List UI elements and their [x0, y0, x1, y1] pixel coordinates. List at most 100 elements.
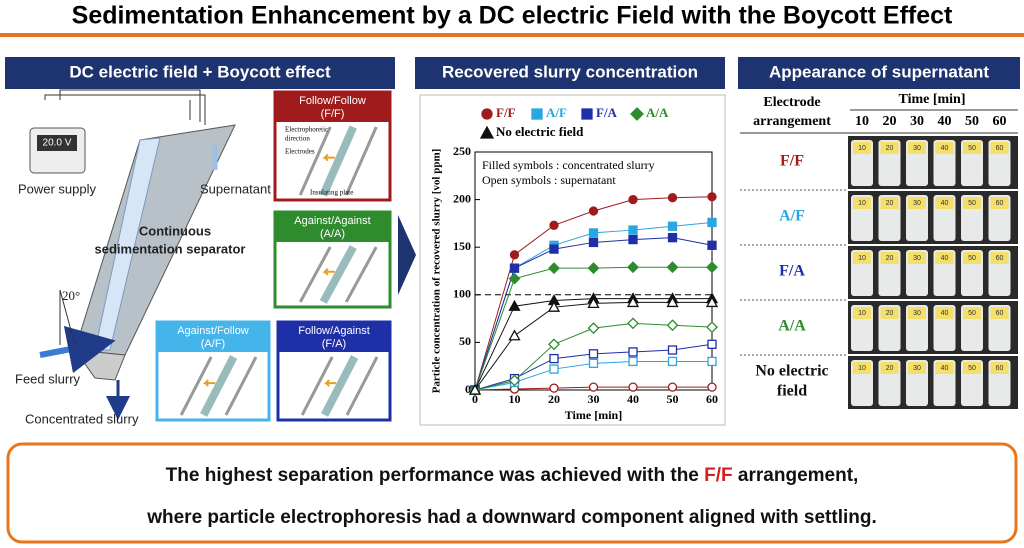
apparatus: 20.0 V	[29, 89, 236, 420]
arrow	[323, 379, 337, 387]
bottle-label	[963, 197, 981, 209]
marker	[707, 356, 717, 367]
arrow	[398, 215, 416, 295]
bottle-text: 40	[941, 310, 949, 317]
marker	[587, 322, 600, 335]
arrow	[322, 268, 335, 276]
marker	[667, 345, 678, 355]
y-tick-label: 200	[453, 191, 471, 205]
bottle-text: 30	[913, 145, 921, 152]
text: arrangement,	[733, 465, 859, 486]
note: Open symbols : supernatant	[482, 173, 616, 187]
marker	[667, 382, 678, 392]
marker	[508, 299, 521, 311]
bottle-label	[990, 142, 1009, 154]
bottle-text: 50	[968, 310, 976, 317]
legend-label: No electric field	[496, 124, 584, 139]
voltage: 20.0 V	[43, 138, 72, 149]
marker	[626, 296, 640, 308]
bottle-label	[853, 307, 871, 319]
marker	[508, 272, 521, 285]
label: Power supply	[18, 181, 97, 196]
marker	[588, 358, 599, 368]
electrode	[300, 356, 334, 416]
bottle-label	[853, 197, 871, 209]
label: Concentrated slurry	[25, 411, 139, 426]
bottle-text: 60	[996, 365, 1004, 372]
bottle-label	[880, 197, 899, 209]
bottle-label	[880, 252, 899, 264]
marker	[628, 382, 638, 392]
bottle-text: 30	[913, 365, 921, 372]
case-title: (F/A)	[322, 338, 346, 350]
marker	[547, 300, 561, 312]
bottle-text: 40	[941, 365, 949, 372]
electrode	[200, 355, 238, 417]
bottle-label	[880, 307, 899, 319]
row-label: F/A	[779, 263, 805, 280]
bottle-label	[935, 307, 954, 319]
bottle-text: 20	[886, 145, 894, 152]
bottle-label	[935, 142, 954, 154]
marker	[468, 383, 482, 395]
bottle-text: 40	[941, 255, 949, 262]
case-title: (F/F)	[321, 108, 345, 120]
case-title: Follow/Against	[298, 325, 370, 337]
case-title: Follow/Follow	[299, 95, 366, 107]
bottle-text: 30	[913, 200, 921, 207]
conclusion: where particle electrophoresis had a dow…	[146, 507, 877, 528]
panel-header	[5, 57, 395, 89]
electrode	[321, 355, 359, 417]
bottle-text: 10	[858, 310, 866, 317]
bottle-text: 10	[858, 200, 866, 207]
electrode	[298, 246, 332, 303]
x-tick-label: 40	[627, 392, 639, 406]
marker	[481, 108, 493, 120]
y-tick-label: 0	[465, 382, 471, 396]
marker	[628, 356, 638, 367]
electrode	[319, 245, 357, 304]
marker	[588, 228, 599, 238]
row-label: No electric	[755, 363, 828, 380]
case-header	[278, 322, 390, 352]
bottle-label	[853, 252, 871, 264]
panel-header	[738, 57, 1020, 89]
x-axis-label: Time [min]	[565, 408, 622, 422]
electrode	[345, 356, 379, 416]
marker	[587, 297, 600, 309]
electrode	[319, 125, 357, 197]
x-tick-label: 50	[667, 392, 679, 406]
y-tick-label: 150	[453, 239, 471, 253]
marker	[588, 206, 599, 216]
y-tick-label: 100	[453, 287, 471, 301]
marker	[666, 261, 679, 274]
marker	[630, 107, 644, 121]
x-tick-label: 10	[509, 392, 521, 406]
bottle-label	[853, 362, 871, 374]
bottle-text: 40	[941, 145, 949, 152]
bottle-label	[990, 252, 1009, 264]
marker	[706, 261, 718, 274]
electrode	[224, 356, 258, 416]
bottle-label	[963, 362, 981, 374]
bottle-label	[908, 307, 926, 319]
case-title: Against/Follow	[177, 325, 249, 337]
note: Filled symbols : concentrated slurry	[482, 158, 655, 172]
panel-title: Appearance of supernatant	[769, 62, 989, 81]
panel-title: DC electric field + Boycott effect	[69, 62, 331, 81]
bottle-label	[935, 197, 954, 209]
marker	[667, 356, 678, 367]
label: 20°	[62, 288, 80, 303]
marker	[549, 364, 559, 374]
bottle-text: 20	[886, 255, 894, 262]
marker	[548, 262, 560, 275]
bottle-label	[963, 142, 981, 154]
bottle-text: 10	[858, 255, 866, 262]
electrode	[344, 126, 378, 196]
y-tick-label: 250	[453, 144, 471, 158]
marker	[628, 194, 638, 205]
marker	[549, 383, 559, 393]
bottle-text: 10	[858, 365, 866, 372]
bottle-text: 20	[886, 200, 894, 207]
bottle-text: 60	[996, 145, 1004, 152]
